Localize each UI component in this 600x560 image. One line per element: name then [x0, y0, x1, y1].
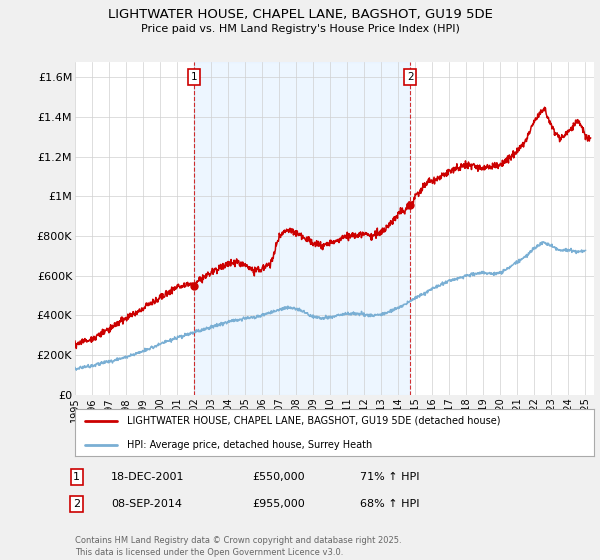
- Text: Price paid vs. HM Land Registry's House Price Index (HPI): Price paid vs. HM Land Registry's House …: [140, 24, 460, 34]
- Text: 1: 1: [73, 472, 80, 482]
- Text: 18-DEC-2001: 18-DEC-2001: [111, 472, 185, 482]
- Text: LIGHTWATER HOUSE, CHAPEL LANE, BAGSHOT, GU19 5DE: LIGHTWATER HOUSE, CHAPEL LANE, BAGSHOT, …: [107, 8, 493, 21]
- Text: 68% ↑ HPI: 68% ↑ HPI: [360, 499, 419, 509]
- Text: 1: 1: [191, 72, 197, 82]
- Text: 2: 2: [73, 499, 80, 509]
- Text: 08-SEP-2014: 08-SEP-2014: [111, 499, 182, 509]
- Bar: [194, 62, 410, 395]
- Text: 71% ↑ HPI: 71% ↑ HPI: [360, 472, 419, 482]
- Text: LIGHTWATER HOUSE, CHAPEL LANE, BAGSHOT, GU19 5DE (detached house): LIGHTWATER HOUSE, CHAPEL LANE, BAGSHOT, …: [127, 416, 500, 426]
- Text: £550,000: £550,000: [252, 472, 305, 482]
- Text: HPI: Average price, detached house, Surrey Heath: HPI: Average price, detached house, Surr…: [127, 440, 372, 450]
- Text: Contains HM Land Registry data © Crown copyright and database right 2025.
This d: Contains HM Land Registry data © Crown c…: [75, 536, 401, 557]
- Text: 2: 2: [407, 72, 413, 82]
- Text: £955,000: £955,000: [252, 499, 305, 509]
